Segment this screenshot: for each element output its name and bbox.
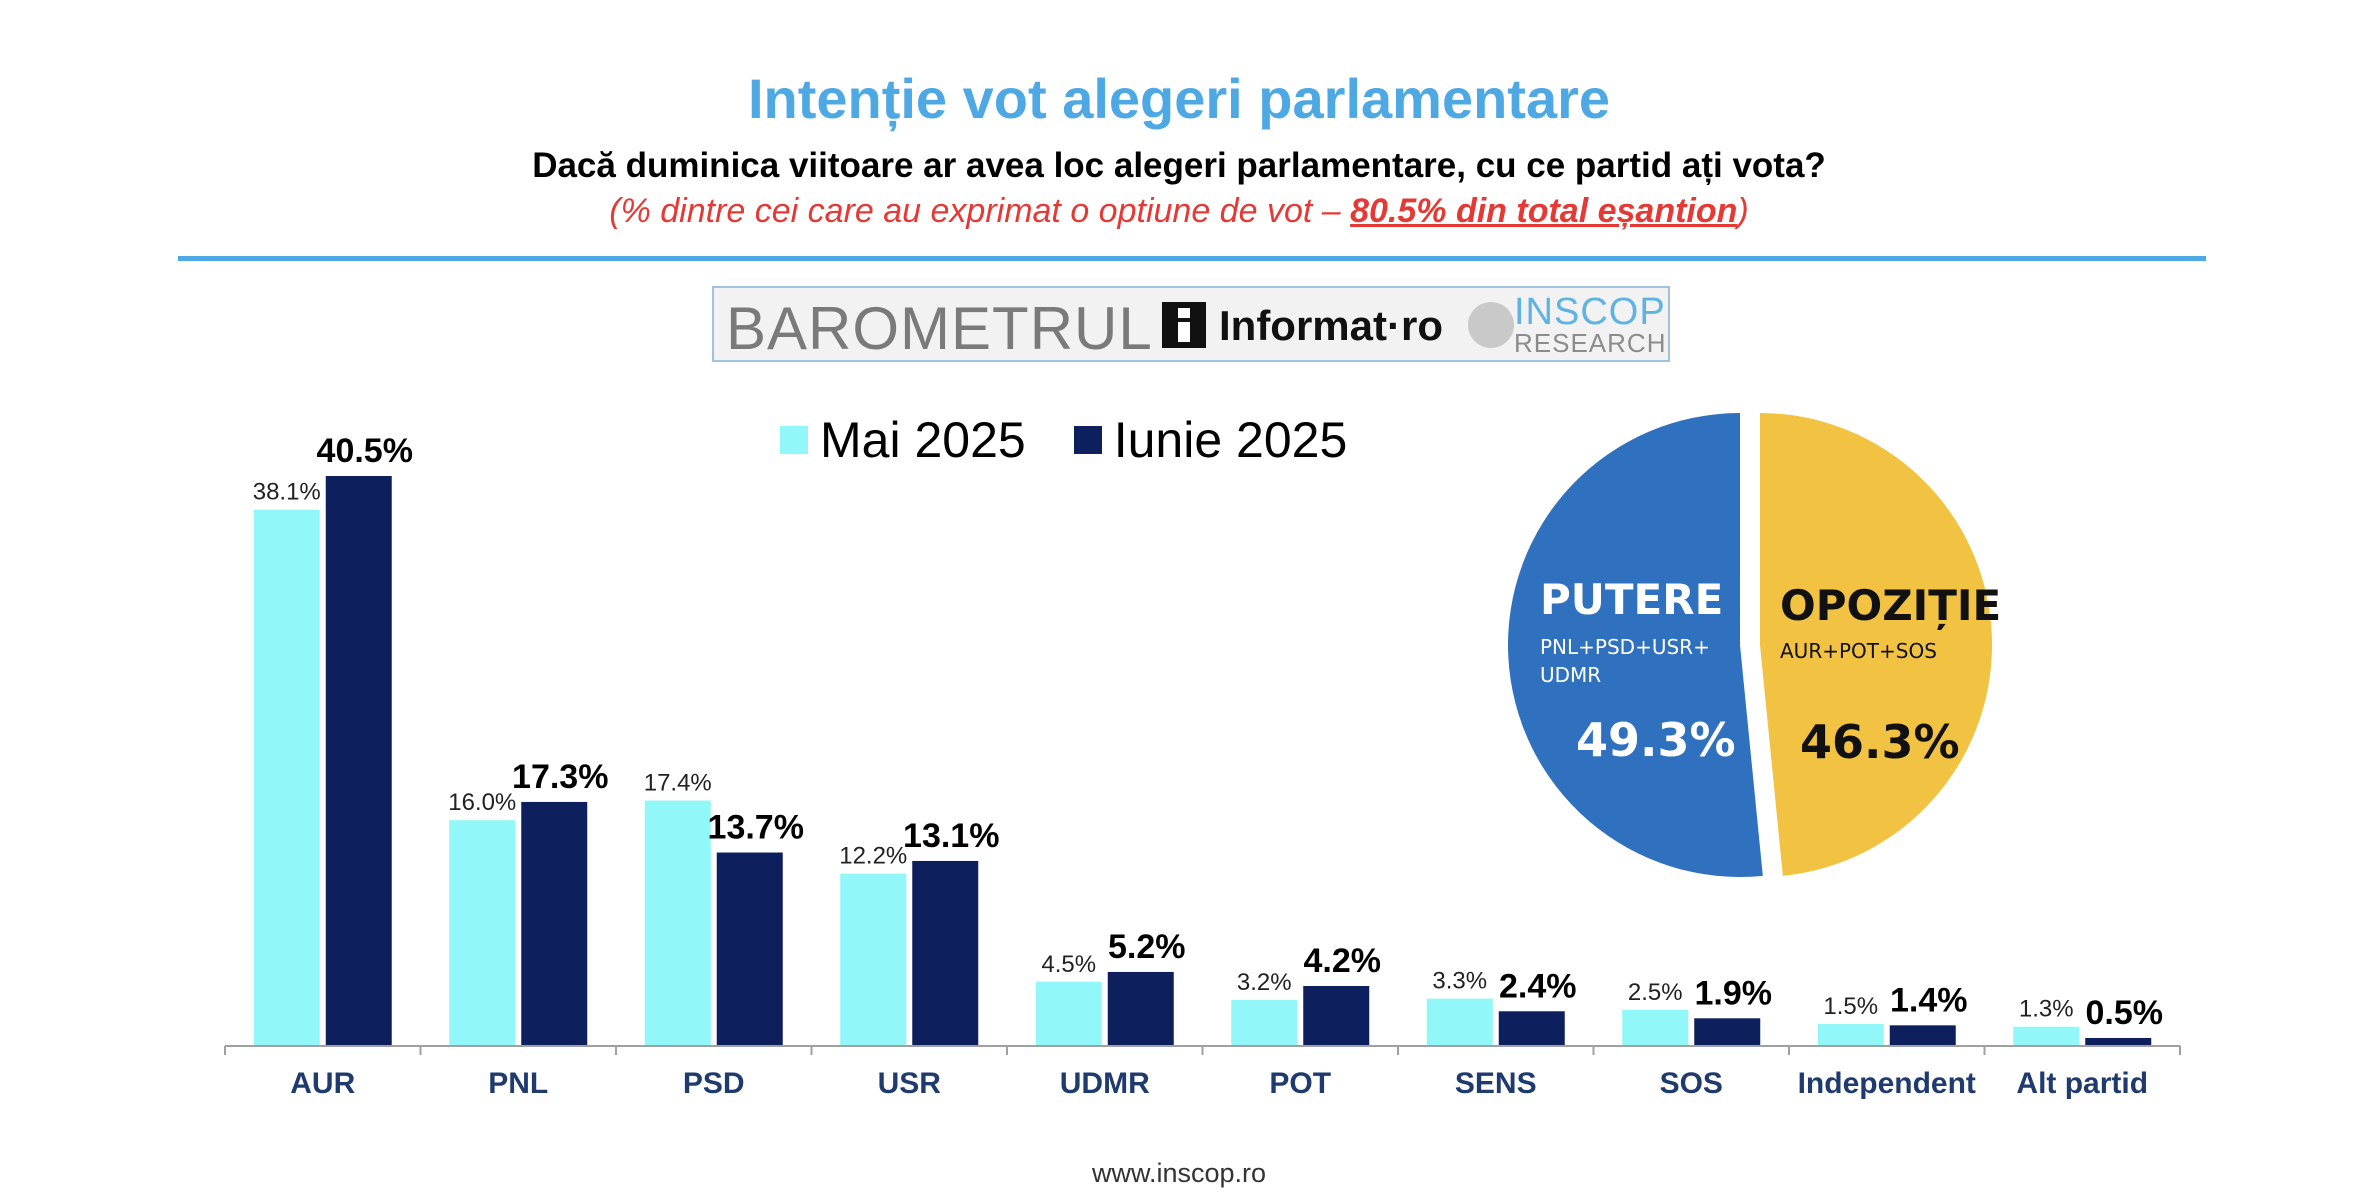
barometer-logo-banner: BAROMETRUL Informat·ro INSCOP RESEARCH — [712, 286, 1670, 362]
bar-iunie-psd — [716, 852, 783, 1045]
data-label-iunie: 1.9% — [1695, 974, 1773, 1012]
data-label-mai: 3.2% — [1237, 969, 1292, 996]
data-label-mai: 1.3% — [2019, 996, 2074, 1023]
sample-note-suffix: ) — [1737, 192, 1749, 230]
legend-swatch-mai — [780, 426, 808, 454]
data-label-iunie: 0.5% — [2086, 994, 2164, 1032]
x-tick-label: Alt partid — [2016, 1067, 2148, 1100]
legend-item-iunie: Iunie 2025 — [1073, 411, 1348, 469]
data-label-iunie: 17.3% — [512, 758, 608, 796]
pie-slice-opozitie — [1760, 413, 1992, 876]
data-label-mai: 2.5% — [1628, 979, 1683, 1006]
legend-swatch-iunie — [1073, 426, 1102, 454]
sample-note-prefix: (% dintre cei care au exprimat o optiune… — [609, 192, 1351, 230]
data-label-mai: 38.1% — [253, 479, 321, 506]
bar-iunie-aur — [325, 476, 392, 1045]
data-label-mai: 3.3% — [1432, 968, 1487, 995]
data-label-mai: 4.5% — [1041, 951, 1096, 978]
data-label-iunie: 13.7% — [708, 809, 804, 847]
barometrul-wordmark: BAROMETRUL — [726, 295, 1153, 362]
putere-composition-line2: UDMR — [1540, 663, 1602, 687]
data-label-iunie: 5.2% — [1108, 928, 1186, 966]
title-divider — [178, 256, 2206, 261]
footer-url: www.inscop.ro — [1091, 1158, 1267, 1188]
data-label-iunie: 1.4% — [1890, 981, 1968, 1019]
x-tick-label: Independent — [1798, 1067, 1976, 1100]
x-tick-label: SOS — [1660, 1067, 1723, 1100]
opozitie-value-label: 46.3% — [1800, 715, 1960, 769]
chart-title: Intenție vot alegeri parlamentare — [747, 67, 1611, 130]
inscop-wordmark: INSCOP — [1514, 291, 1666, 333]
bar-iunie-pnl — [521, 801, 588, 1045]
x-tick-label: SENS — [1455, 1067, 1537, 1100]
bar-mai-independent — [1817, 1023, 1884, 1045]
chart-legend: Mai 2025 Iunie 2025 — [780, 410, 1395, 470]
bar-mai-pnl — [449, 820, 516, 1045]
x-tick-label: POT — [1269, 1067, 1331, 1100]
legend-item-mai: Mai 2025 — [780, 411, 1026, 469]
x-tick-label: PNL — [488, 1067, 548, 1100]
bar-mai-alt-partid — [2013, 1026, 2080, 1045]
data-label-mai: 16.0% — [448, 789, 516, 816]
x-tick-label: PSD — [683, 1067, 745, 1100]
bar-iunie-alt-partid — [2085, 1037, 2152, 1045]
data-label-mai: 12.2% — [839, 843, 907, 870]
x-tick-label: UDMR — [1060, 1067, 1150, 1100]
bar-mai-aur — [253, 509, 320, 1045]
pie-slice-putere — [1507, 413, 1763, 877]
data-label-mai: 1.5% — [1823, 993, 1878, 1020]
bar-iunie-sens — [1498, 1011, 1565, 1045]
bar-iunie-usr — [912, 860, 979, 1045]
informat-wordmark: Informat·ro — [1219, 302, 1443, 349]
bar-iunie-independent — [1889, 1025, 1956, 1045]
data-label-iunie: 13.1% — [903, 817, 999, 855]
data-label-iunie: 2.4% — [1499, 967, 1577, 1005]
bar-mai-pot — [1231, 1000, 1298, 1045]
pie-chart: PUTERE PNL+PSD+USR+ UDMR 49.3% OPOZIȚIE … — [1500, 405, 2002, 885]
putere-title: PUTERE — [1540, 575, 1724, 624]
pie-chart-svg — [1507, 413, 1992, 877]
inscop-research-wordmark: RESEARCH — [1514, 328, 1667, 358]
legend-label-iunie: Iunie 2025 — [1113, 412, 1348, 468]
bar-iunie-pot — [1303, 985, 1370, 1045]
legend-label-mai: Mai 2025 — [820, 412, 1026, 468]
data-label-mai: 17.4% — [644, 770, 712, 797]
inscop-globe-icon — [1468, 302, 1514, 348]
data-label-iunie: 4.2% — [1304, 942, 1382, 980]
bar-mai-sos — [1622, 1009, 1689, 1045]
bar-mai-usr — [840, 873, 907, 1045]
x-tick-label: AUR — [290, 1067, 355, 1100]
sample-note: (% dintre cei care au exprimat o optiune… — [0, 192, 2358, 231]
bar-mai-udmr — [1035, 981, 1102, 1045]
bar-iunie-sos — [1694, 1018, 1761, 1045]
bar-mai-sens — [1426, 998, 1493, 1045]
bar-mai-psd — [644, 800, 711, 1045]
opozitie-title: OPOZIȚIE — [1780, 581, 2002, 630]
x-tick-label: USR — [878, 1067, 942, 1100]
sample-note-emphasis: 80.5% din total eșantion — [1350, 192, 1738, 230]
putere-value-label: 49.3% — [1576, 713, 1736, 767]
data-label-iunie: 40.5% — [317, 432, 413, 470]
informat-info-icon — [1162, 302, 1206, 348]
chart-subtitle: Dacă duminica viitoare ar avea loc alege… — [532, 146, 1826, 185]
opozitie-composition: AUR+POT+SOS — [1780, 639, 1937, 663]
bar-iunie-udmr — [1107, 971, 1174, 1045]
putere-composition-line1: PNL+PSD+USR+ — [1540, 635, 1710, 659]
